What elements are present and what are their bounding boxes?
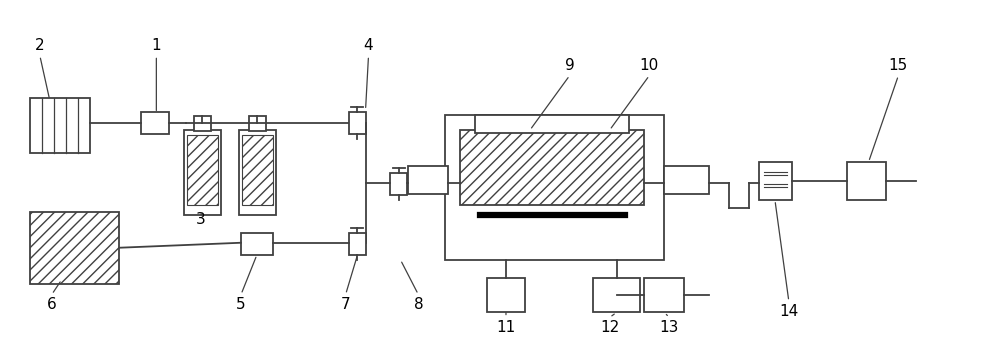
- Bar: [141, 112, 169, 134]
- Text: 6: 6: [47, 297, 57, 312]
- Bar: [184, 130, 221, 215]
- Text: 8: 8: [414, 297, 423, 312]
- Bar: [30, 98, 90, 153]
- Bar: [241, 233, 273, 255]
- Bar: [30, 212, 119, 284]
- Bar: [847, 162, 886, 200]
- Bar: [349, 112, 366, 134]
- Bar: [487, 278, 525, 312]
- Bar: [460, 130, 644, 205]
- Text: 11: 11: [496, 320, 516, 335]
- Text: 2: 2: [35, 38, 45, 53]
- Bar: [239, 130, 276, 215]
- Bar: [664, 166, 709, 194]
- Text: 9: 9: [565, 58, 575, 73]
- Bar: [445, 115, 664, 260]
- Bar: [408, 166, 448, 194]
- Bar: [349, 233, 366, 255]
- Text: 7: 7: [341, 297, 350, 312]
- Text: 5: 5: [236, 297, 246, 312]
- Bar: [249, 116, 266, 131]
- Bar: [194, 116, 211, 131]
- Text: 10: 10: [640, 58, 659, 73]
- Text: 14: 14: [779, 304, 798, 319]
- Bar: [242, 135, 273, 205]
- Bar: [644, 278, 684, 312]
- Bar: [759, 162, 792, 200]
- Text: 3: 3: [196, 212, 206, 227]
- Bar: [593, 278, 640, 312]
- Bar: [390, 173, 407, 195]
- Bar: [475, 115, 629, 133]
- Text: 15: 15: [889, 58, 908, 73]
- Text: 4: 4: [364, 38, 373, 53]
- Text: 1: 1: [152, 38, 161, 53]
- Bar: [187, 135, 218, 205]
- Text: 12: 12: [600, 320, 619, 335]
- Text: 13: 13: [660, 320, 679, 335]
